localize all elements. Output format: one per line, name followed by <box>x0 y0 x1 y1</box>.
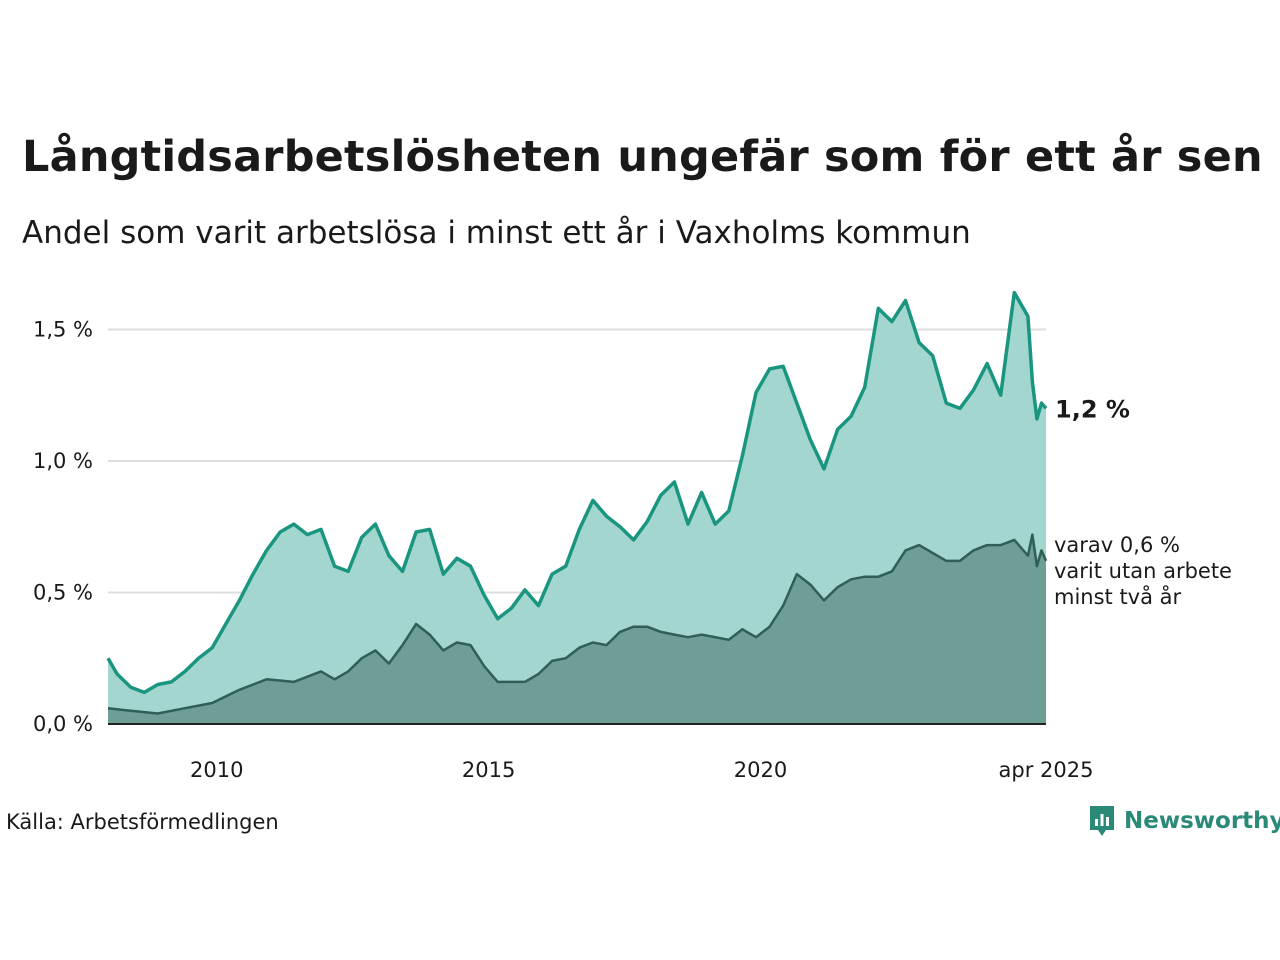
sub-value-label: varit utan arbete <box>1054 559 1232 583</box>
x-tick-label: apr 2025 <box>999 758 1094 782</box>
end-value-label: 1,2 % <box>1055 395 1130 423</box>
chart-subtitle: Andel som varit arbetslösa i minst ett å… <box>22 215 971 251</box>
sub-value-label: varav 0,6 % <box>1054 533 1180 557</box>
series-line-minst-ett-ar <box>106 290 1048 695</box>
y-tick-label: 1,5 % <box>33 317 93 341</box>
y-tick-label: 0,5 % <box>33 580 93 604</box>
newsworthy-logo-icon <box>1090 806 1114 836</box>
x-tick-label: 2015 <box>462 758 515 782</box>
series-area-minst-tva-ar <box>108 534 1046 724</box>
source-label: Källa: Arbetsförmedlingen <box>6 810 279 834</box>
y-tick-label: 0,0 % <box>33 712 93 736</box>
chart-title: Långtidsarbetslösheten ungefär som för e… <box>22 132 1263 182</box>
y-tick-label: 1,0 % <box>33 449 93 473</box>
series-line-minst-tva-ar <box>107 533 1048 715</box>
x-tick-label: 2010 <box>190 758 243 782</box>
x-tick-label: 2020 <box>734 758 787 782</box>
newsworthy-logo: Newsworthy <box>1088 804 1280 838</box>
newsworthy-logo-text: Newsworthy <box>1124 808 1280 834</box>
sub-value-label: minst två år <box>1054 584 1182 609</box>
